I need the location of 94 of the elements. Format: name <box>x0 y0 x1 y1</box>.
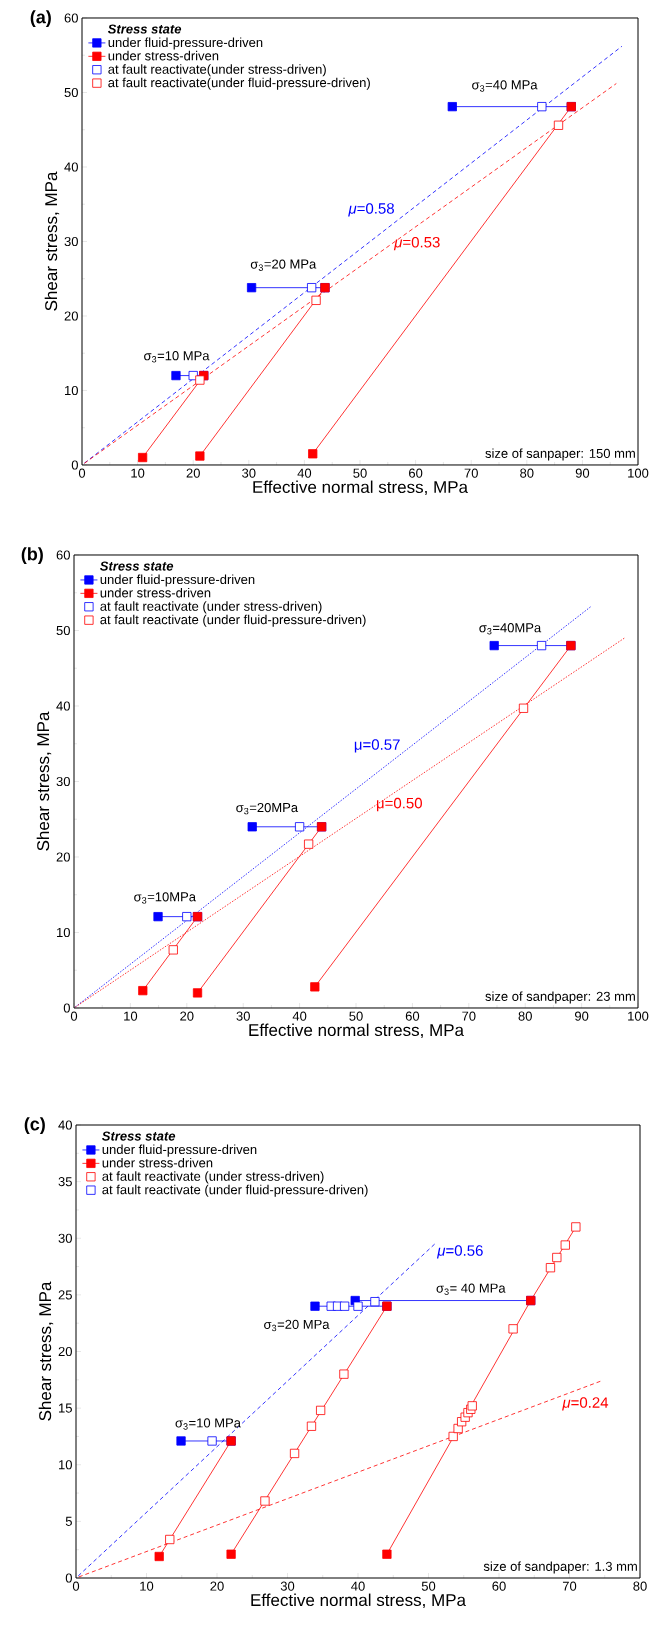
annotation: σ$_{3}$=40 MPa <box>472 80 538 92</box>
annotation: σ$_{3}$=10 MPa <box>144 351 210 363</box>
x-tick-label: 70 <box>562 1581 577 1591</box>
legend-label: under fluid-pressure-driven <box>100 574 255 587</box>
y-tick-label: 40 <box>58 1120 72 1130</box>
chart-title: (a) <box>30 10 51 27</box>
x-tick-label: 100 <box>628 468 649 478</box>
x-tick-label: 60 <box>409 468 423 478</box>
chart-title: (b) <box>21 547 43 564</box>
series-label: μ=0.24 <box>562 1397 609 1411</box>
y-tick-label: 0 <box>65 1573 72 1583</box>
y-tick-label: 40 <box>64 162 78 172</box>
x-tick-label: 40 <box>351 1581 365 1591</box>
y-tick-label: 20 <box>64 311 78 321</box>
y-tick-label: 0 <box>63 1003 70 1013</box>
x-tick-label: 60 <box>405 1011 420 1021</box>
x-axis-title: Effective normal stress, MPa <box>249 1023 465 1039</box>
series-label: μ=0.58 <box>348 203 394 217</box>
legend-label: at fault reactivate(under stress-driven) <box>108 64 326 77</box>
x-tick-label: 20 <box>186 468 200 478</box>
y-tick-label: 20 <box>56 852 70 862</box>
x-tick-label: 100 <box>628 1011 649 1021</box>
y-tick-label: 20 <box>58 1346 72 1357</box>
series-label: μ=0.50 <box>376 797 422 812</box>
legend-title: Stress state <box>99 561 174 571</box>
x-tick-label: 90 <box>574 1011 589 1021</box>
x-tick-label: 30 <box>280 1581 295 1591</box>
x-axis-title: Effective normal stress, MPa <box>251 1593 466 1609</box>
series-label: μ=0.56 <box>436 1245 483 1259</box>
chart-title: (c) <box>24 1117 45 1134</box>
y-tick-label: 50 <box>56 625 70 636</box>
annotation: size of sandpaper: 1.3 mm <box>483 1561 637 1574</box>
y-tick-label: 30 <box>56 776 70 787</box>
annotation: σ$_{3}$=20 MPa <box>264 1319 330 1332</box>
legend-label: at fault reactivate (under fluid-pressure-driven) <box>102 1184 368 1197</box>
y-axis-title: Shear stress, MPa <box>44 171 60 311</box>
x-tick-label: 20 <box>180 1011 194 1021</box>
x-tick-label: 10 <box>124 1011 138 1021</box>
legend-label: at fault reactivate (under stress-driven) <box>100 601 322 614</box>
legend-label: at fault reactivate(under fluid-pressure-driven) <box>108 77 370 90</box>
y-tick-label: 10 <box>65 385 78 396</box>
x-tick-label: 40 <box>292 1011 307 1021</box>
x-tick-label: 30 <box>242 468 256 478</box>
legend-label: at fault reactivate (under stress-driven) <box>102 1171 324 1184</box>
y-tick-label: 10 <box>59 1460 72 1470</box>
x-tick-label: 40 <box>297 468 312 478</box>
x-tick-label: 50 <box>349 1011 363 1021</box>
x-tick-label: 10 <box>140 1581 154 1591</box>
x-tick-label: 80 <box>520 468 534 478</box>
annotation: σ$_{3}$=10 MPa <box>175 1418 241 1430</box>
legend-label: under stress-driven <box>102 1157 213 1168</box>
y-tick-label: 25 <box>58 1290 72 1300</box>
annotation: size of sanpaper: 150 mm <box>485 448 635 461</box>
series-label: μ=0.53 <box>393 236 440 251</box>
x-tick-label: 10 <box>131 468 145 478</box>
y-tick-label: 30 <box>58 1233 72 1243</box>
x-tick-label: 80 <box>633 1581 647 1591</box>
x-tick-label: 20 <box>210 1581 224 1591</box>
x-tick-label: 30 <box>236 1011 250 1021</box>
y-tick-label: 10 <box>57 927 70 938</box>
legend-label: under stress-driven <box>100 587 211 598</box>
series-label: μ=0.57 <box>354 739 400 753</box>
y-tick-label: 50 <box>64 87 78 98</box>
x-tick-label: 50 <box>421 1581 436 1591</box>
y-tick-label: 0 <box>71 460 78 470</box>
y-tick-label: 15 <box>59 1403 72 1413</box>
y-tick-label: 60 <box>56 550 70 560</box>
x-tick-label: 90 <box>575 468 590 478</box>
x-tick-label: 80 <box>518 1011 532 1021</box>
legend-label: under fluid-pressure-driven <box>102 1144 257 1157</box>
x-tick-label: 70 <box>464 468 478 478</box>
legend-title: Stress state <box>101 1131 176 1141</box>
y-tick-label: 40 <box>56 701 70 711</box>
legend-label: under stress-driven <box>108 50 219 61</box>
y-axis-title: Shear stress, MPa <box>36 711 52 851</box>
y-axis-title: Shear stress, MPa <box>38 1281 54 1421</box>
legend-label: at fault reactivate (under fluid-pressure-driven) <box>100 614 366 627</box>
y-tick-label: 35 <box>58 1177 72 1187</box>
annotation: σ$_{3}$=20MPa <box>236 802 299 815</box>
y-tick-label: 60 <box>64 13 78 23</box>
legend-title: Stress state <box>107 24 182 34</box>
y-tick-label: 30 <box>64 236 78 247</box>
x-tick-label: 70 <box>462 1011 476 1021</box>
x-axis-title: Effective normal stress, MPa <box>253 480 468 496</box>
annotation: σ$_{3}$=10MPa <box>134 892 196 904</box>
x-tick-label: 60 <box>492 1581 506 1591</box>
y-tick-label: 5 <box>65 1516 72 1526</box>
x-tick-label: 50 <box>353 468 367 478</box>
annotation: size of sandpaper: 23 mm <box>485 991 635 1004</box>
annotation: σ$_{3}$= 40 MPa <box>436 1283 506 1295</box>
legend-label: under fluid-pressure-driven <box>108 37 263 50</box>
x-tick-label: 0 <box>78 468 86 478</box>
annotation: σ$_{3}$=20 MPa <box>250 259 317 271</box>
annotation: σ$_{3}$=40MPa <box>479 623 542 635</box>
